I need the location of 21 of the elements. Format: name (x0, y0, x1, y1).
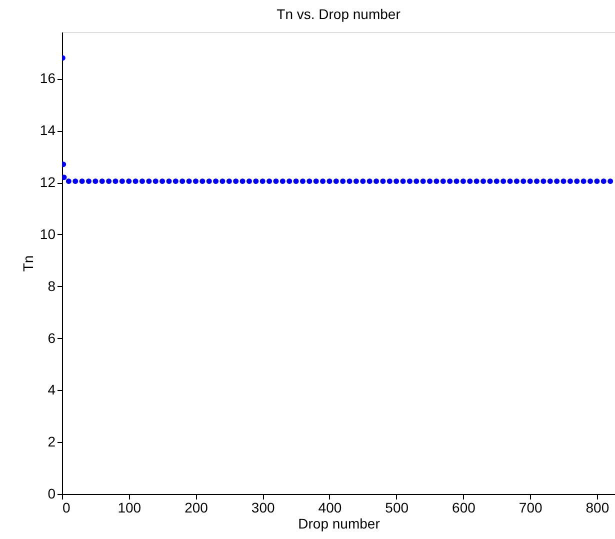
x-tick-label: 100 (118, 500, 142, 516)
y-axis-title: Tn (20, 255, 36, 272)
x-tick-label: 300 (251, 500, 275, 516)
y-tick-label: 6 (48, 330, 56, 346)
y-tick-label: 4 (48, 382, 56, 398)
x-tick-label: 500 (385, 500, 409, 516)
y-tick-label: 2 (48, 434, 56, 450)
x-tick-label: 0 (62, 500, 70, 516)
y-tick-label: 8 (48, 278, 56, 294)
y-tick-label: 14 (40, 122, 56, 138)
x-axis-title: Drop number (298, 516, 380, 532)
chart-title: Tn vs. Drop number (276, 6, 401, 22)
x-tick-label: 800 (586, 500, 610, 516)
y-tick-label: 0 (48, 486, 56, 502)
y-tick-label: 12 (40, 174, 56, 190)
x-tick-label: 700 (518, 500, 542, 516)
x-tick-label: 400 (318, 500, 342, 516)
x-tick-label: 200 (184, 500, 208, 516)
x-tick-label: 600 (452, 500, 476, 516)
y-tick-label: 16 (40, 70, 56, 86)
y-tick-label: 10 (40, 226, 56, 242)
